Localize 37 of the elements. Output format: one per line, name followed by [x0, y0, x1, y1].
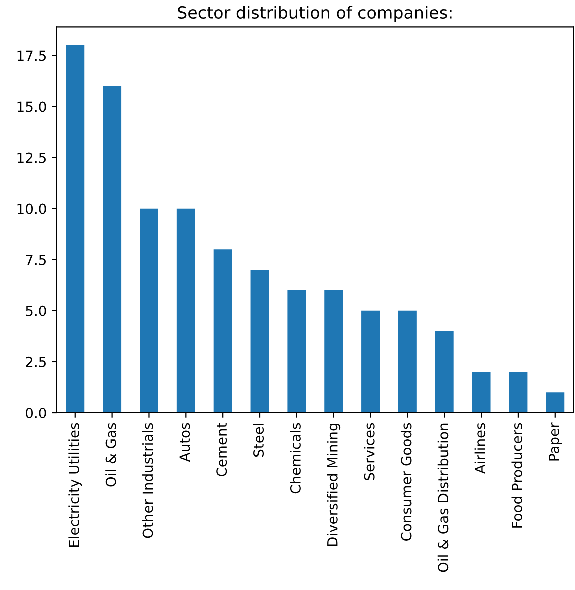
bar [103, 86, 122, 413]
bar [398, 310, 417, 413]
bar [509, 372, 528, 413]
x-tick-label: Steel [253, 424, 264, 458]
x-tick-label: Electricity Utilities [68, 423, 82, 548]
bar [435, 331, 454, 413]
x-tick-label: Oil & Gas [106, 423, 116, 487]
x-tick-label: Consumer Goods [400, 423, 412, 541]
x-tick-label: Oil & Gas Distribution [438, 424, 449, 572]
x-tick-label: Food Producers [512, 423, 522, 528]
y-tick-label: 15.0 [18, 102, 46, 112]
x-tick-label: Autos [180, 423, 190, 462]
y-tick-label: 0.0 [26, 408, 46, 418]
x-tick-label: Services [364, 423, 375, 480]
x-tick-label: Cement [216, 423, 228, 477]
y-tick-label: 2.5 [26, 356, 46, 368]
bar [140, 208, 158, 413]
y-tick-label: 12.5 [18, 152, 46, 164]
bar [250, 270, 270, 413]
chart-title: Sector distribution of companies: [178, 6, 452, 22]
bar [546, 392, 565, 413]
x-tick-label: Paper [549, 422, 562, 461]
x-tick-label: Airlines [474, 423, 486, 474]
bar [362, 310, 380, 413]
x-tick-label: Chemicals [290, 423, 301, 494]
y-tick-label: 10.0 [18, 204, 46, 214]
bar [176, 208, 196, 413]
y-tick-label: 7.5 [26, 255, 46, 266]
bar [288, 290, 306, 413]
bar [214, 250, 232, 413]
y-tick-label: 5.0 [26, 306, 46, 316]
bar [324, 290, 344, 413]
bar [472, 372, 491, 413]
x-tick-label: Other Industrials [142, 423, 154, 538]
y-tick-label: 17.5 [18, 50, 46, 62]
bar [66, 46, 85, 413]
x-tick-label: Diversified Mining [327, 424, 341, 546]
